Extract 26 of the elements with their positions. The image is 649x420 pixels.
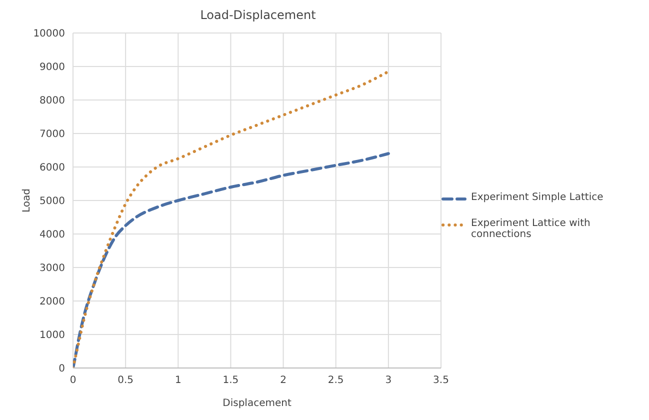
y-tick-label: 2000 xyxy=(40,296,65,308)
y-axis-title: Load xyxy=(22,188,33,212)
y-tick-label: 4000 xyxy=(40,230,65,241)
legend-label: Experiment Simple Lattice xyxy=(471,192,604,203)
x-tick-label: 3 xyxy=(385,375,392,386)
y-tick-label: 8000 xyxy=(40,96,65,107)
x-axis-title: Displacement xyxy=(222,398,292,409)
x-tick-label: 3.5 xyxy=(433,375,449,386)
y-tick-label: 5000 xyxy=(40,196,65,208)
line-series xyxy=(73,152,390,368)
y-tick-label: 7000 xyxy=(40,129,65,140)
y-tick-label: 9000 xyxy=(40,62,65,74)
x-tick-label: 1 xyxy=(174,375,182,386)
chart-title: Load-Displacement xyxy=(199,8,317,24)
y-tick-label: 10000 xyxy=(33,28,65,40)
y-tick-label: 1000 xyxy=(40,330,65,342)
legend-label: Experiment Lattice with connections xyxy=(471,218,592,240)
x-tick-label: 2.5 xyxy=(328,375,344,386)
x-tick-label: 0 xyxy=(70,375,76,386)
x-tick-label: 2 xyxy=(280,375,286,386)
y-tick-label: 6000 xyxy=(40,162,65,174)
x-tick-label: 0.5 xyxy=(118,375,134,386)
y-tick-label: 3000 xyxy=(40,263,65,274)
y-tick-label: 0 xyxy=(58,364,65,375)
x-tick-label: 1.5 xyxy=(222,375,239,386)
line-series xyxy=(73,70,390,368)
